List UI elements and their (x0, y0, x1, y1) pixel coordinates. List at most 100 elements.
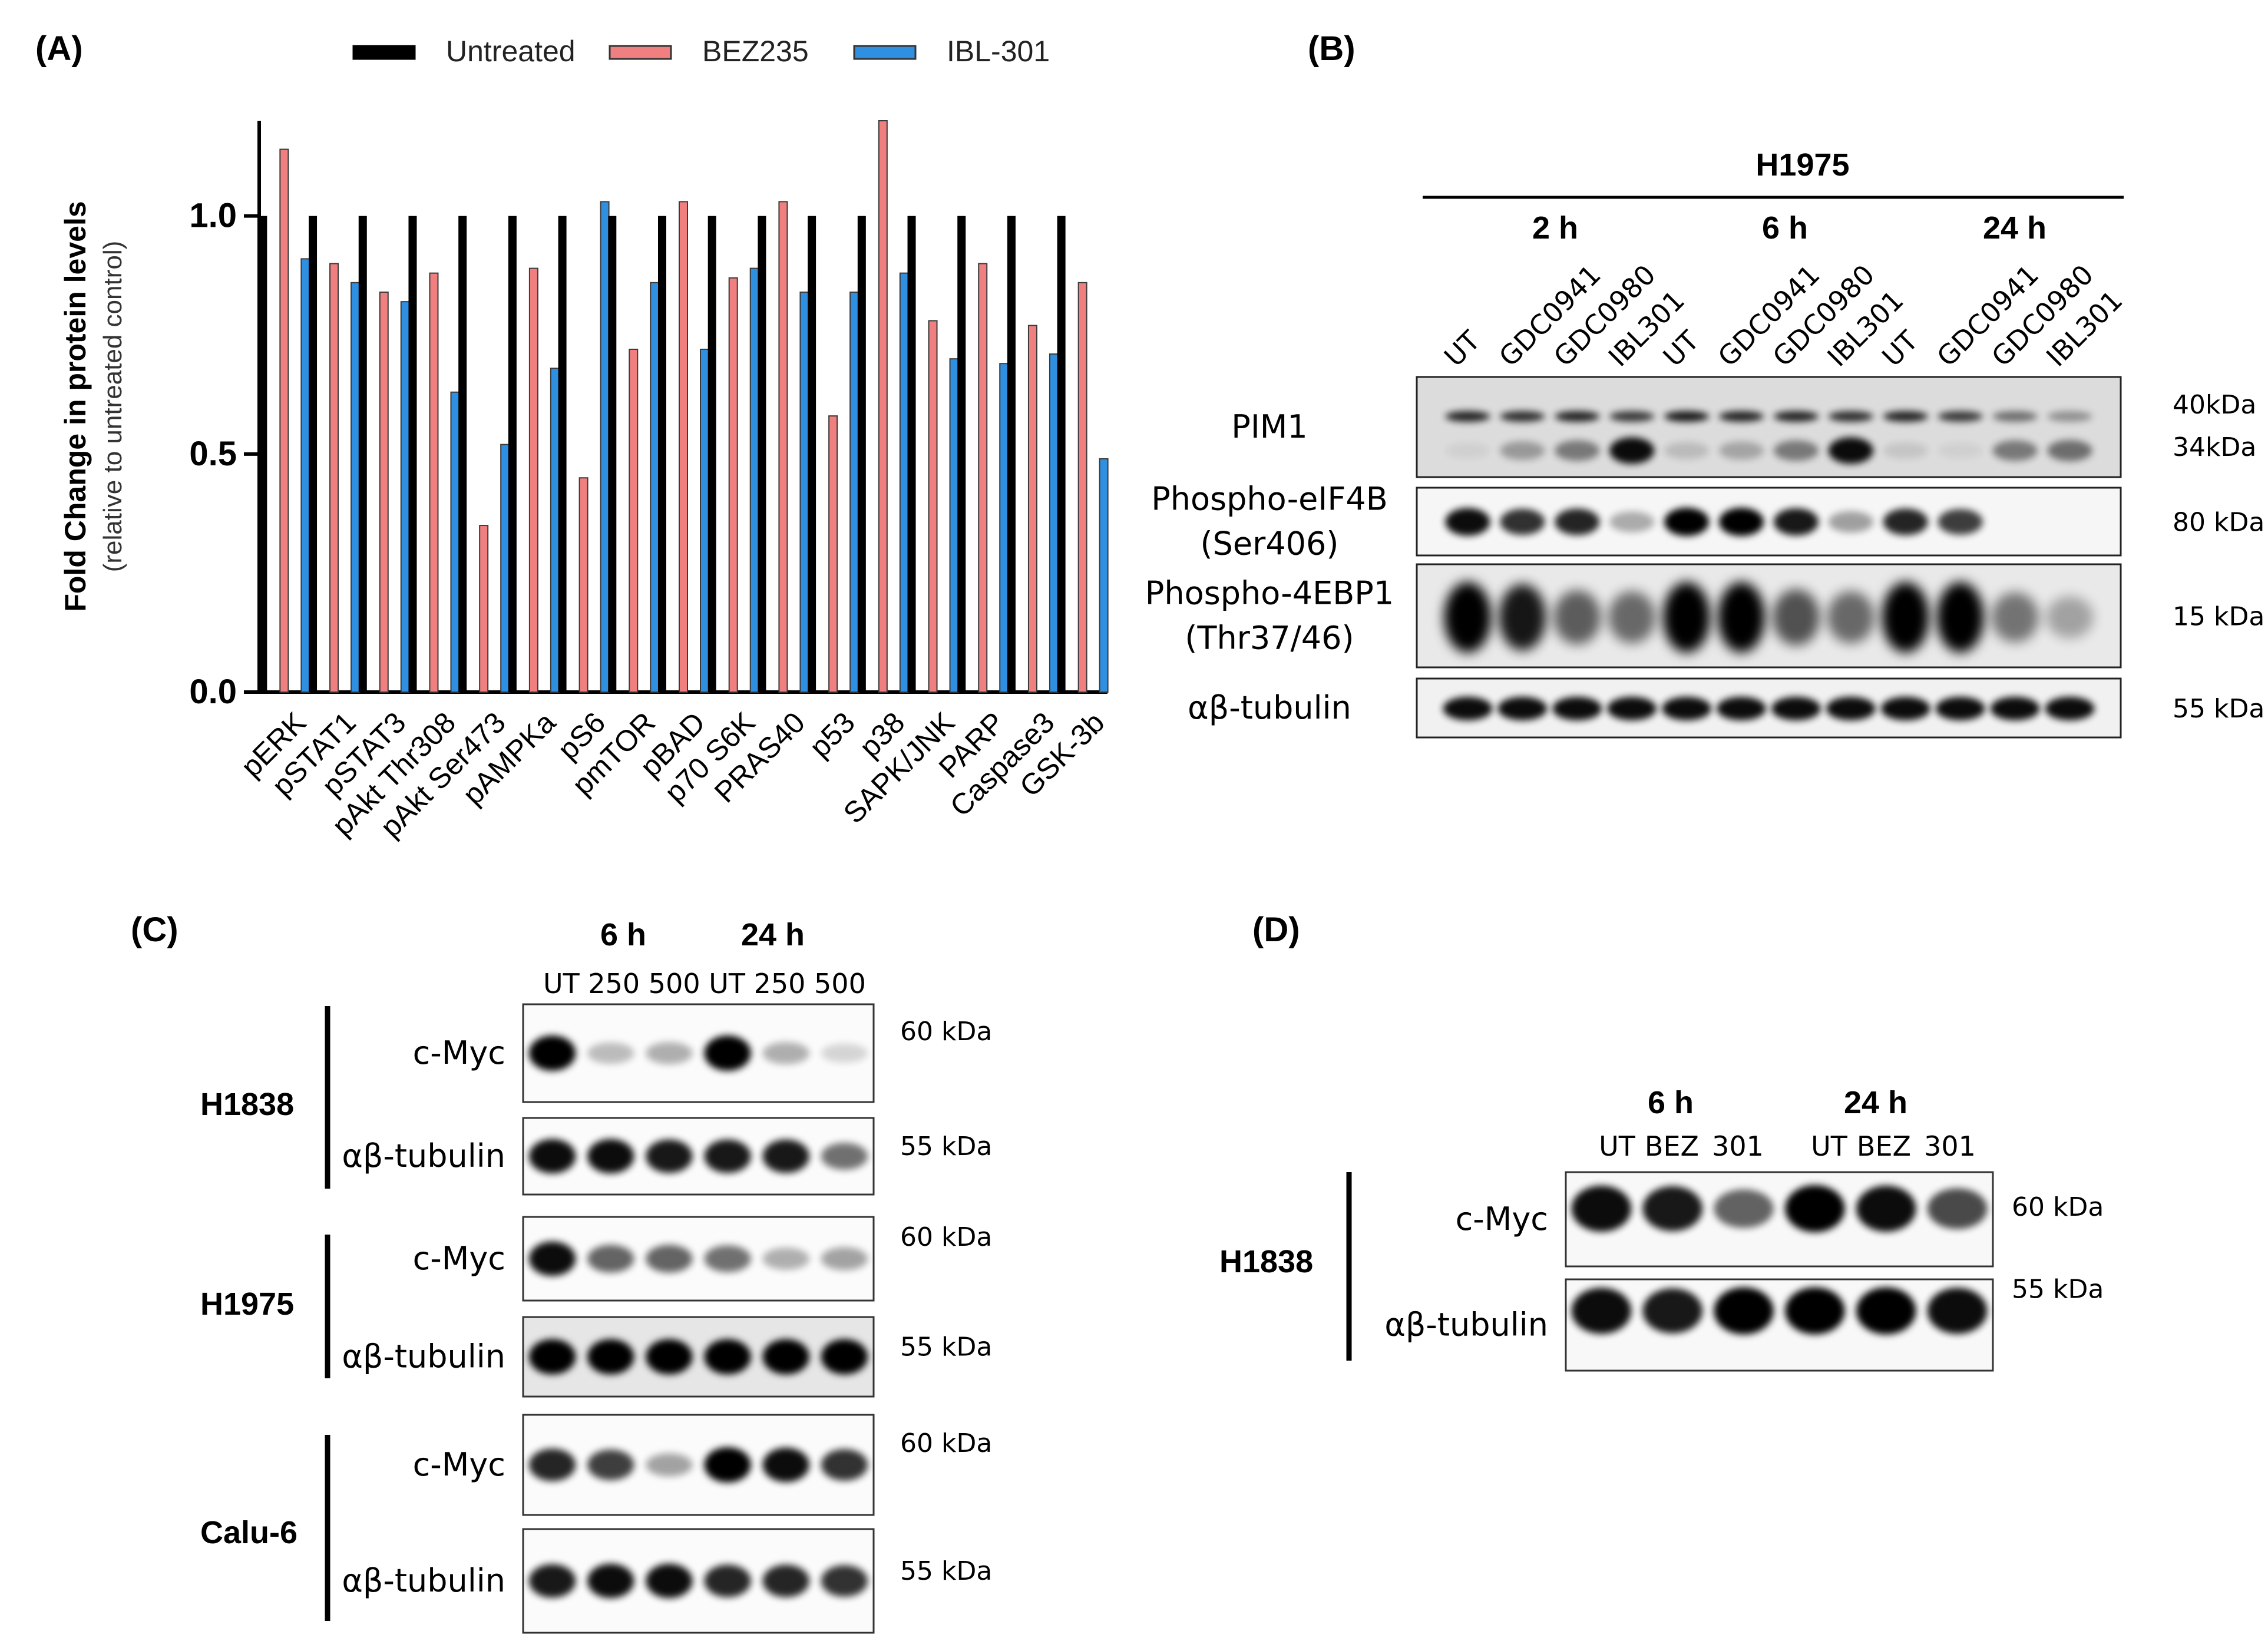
blot-size: 40kDa (2173, 390, 2256, 420)
blot-band (2045, 697, 2095, 720)
blot-band (1499, 584, 1546, 651)
bar-bez235-sapk-jnk (928, 320, 938, 693)
blot-band (1785, 1185, 1845, 1232)
blot-band (587, 1245, 634, 1273)
panel-b-timepoints: 2 h 6 h 24 h (1532, 210, 2047, 246)
blot-band (1444, 582, 1492, 653)
bar-bez235-pmtor (629, 349, 639, 693)
panel-b-blots: PIM1 40kDa 34kDa Phospho-eIF4B (Ser406) 80 kD… (1145, 376, 2264, 739)
bar-ibl-301-parp (999, 363, 1009, 693)
blot-band (646, 1453, 693, 1477)
blot-band (1664, 442, 1710, 459)
bar-bez235-ps6 (578, 477, 589, 693)
bar-untreated-pstat1 (309, 216, 318, 693)
blot-band (821, 1143, 868, 1170)
bar-ibl-301-pstat1 (351, 282, 361, 693)
blot-band (1785, 1287, 1845, 1335)
blot-band (587, 1339, 634, 1375)
blot-band (2046, 596, 2094, 638)
blot-size: 60 kDa (900, 1017, 992, 1047)
blot-band (762, 1139, 809, 1173)
blot-band (1663, 582, 1711, 653)
y-axis-sublabel: (relative to untreated control) (98, 241, 127, 573)
blot-band (587, 1043, 634, 1064)
blot-band (528, 1241, 576, 1276)
blot-band (762, 1564, 809, 1597)
blot-band (1717, 697, 1766, 720)
panel-a: (A) Untreated BEZ235 IBL-301 0.0 0.5 1.0 Fold… (35, 29, 1110, 843)
bar-ibl-301-sapk-jnk (949, 358, 959, 693)
bar-bez235-p70-s6k (728, 277, 738, 693)
bar-ibl-301-p53 (849, 292, 859, 693)
bar-bez235-pakt-thr308 (429, 272, 439, 693)
blot-band (762, 1339, 809, 1375)
blot-band (587, 1450, 634, 1480)
blot-size: 60 kDa (900, 1222, 992, 1252)
bar-ibl-301-pakt-ser473 (500, 444, 510, 693)
bar-bez235-pstat3 (379, 292, 389, 693)
blot-band (821, 1449, 868, 1481)
blot-band (704, 1339, 751, 1375)
y-tick-label: 0.5 (189, 435, 237, 473)
bar-bez235-pbad (679, 201, 688, 693)
blot-band (1882, 582, 1929, 653)
legend-label-untreated: Untreated (446, 35, 576, 68)
blot-band (762, 1042, 809, 1064)
blot-band (704, 1245, 751, 1272)
cell-line-label: H1838 (200, 1087, 294, 1122)
bar-untreated-p70-s6k (707, 216, 716, 693)
blot-label: c-Myc (413, 1240, 505, 1277)
blot-band (1571, 1288, 1632, 1334)
bar-bez235-pakt-ser473 (479, 525, 489, 693)
y-tick-label: 0.0 (189, 673, 237, 711)
blot-band (1714, 1287, 1774, 1335)
blot-band (528, 1035, 576, 1071)
panel-b-timepoint: 24 h (1983, 210, 2047, 246)
blot-band (1883, 411, 1928, 422)
panel-d-timepoint: 6 h (1648, 1085, 1694, 1120)
bar-chart: 0.0 0.5 1.0 Fold Change in protein levels (r… (59, 120, 1110, 843)
blot-band (1990, 697, 2040, 720)
blot-band (1497, 697, 1548, 720)
blot-band (1827, 591, 1874, 644)
blot-label: αβ-tubulin (342, 1338, 505, 1375)
bar-ibl-301-p70-s6k (749, 267, 759, 693)
panel-d-blots: c-Myc 60 kDa αβ-tubulin 55 kDa (1384, 1171, 2104, 1372)
blot-band (1828, 411, 1873, 422)
panel-c-cell-lines: H1838 c-Myc 60 kDa αβ-tubulin 55 kDa H1975 c-M… (200, 1003, 992, 1634)
panel-d-label: (D) (1252, 911, 1300, 949)
blot-band (1772, 589, 1820, 646)
bar-untreated-caspase3 (1007, 216, 1016, 693)
blot-label: αβ-tubulin (1384, 1306, 1548, 1344)
bar-untreated-p38 (857, 216, 866, 693)
panel-b-lane-label: UT (1438, 324, 1486, 372)
blot-band (1856, 1185, 1916, 1232)
blot-size: 60 kDa (900, 1428, 992, 1458)
blot-band (1935, 697, 1985, 720)
blot-band (1552, 697, 1602, 720)
blot-band (1773, 508, 1819, 536)
panel-d-lane-label: BEZ (1645, 1130, 1699, 1162)
blot-frame-tubulin (522, 1528, 875, 1634)
x-tick-label: p53 (803, 706, 861, 764)
blot-label: Phospho-4EBP1 (1145, 575, 1394, 612)
legend-swatch-ibl-301 (853, 45, 917, 60)
blot-band (1718, 508, 1764, 536)
bar-ibl-301-pakt-thr308 (450, 391, 460, 693)
blot-band (1826, 697, 1876, 720)
bar-bez235-parp (978, 263, 988, 693)
blot-band (1883, 508, 1928, 535)
panel-d-lane-label: UT (1599, 1130, 1636, 1162)
blot-band (704, 1564, 751, 1597)
blot-band (1938, 442, 1983, 459)
blot-band (1714, 1189, 1774, 1228)
bar-ibl-301-pmtor (650, 282, 660, 693)
blot-band (1555, 508, 1600, 535)
bar-untreated-pras40 (758, 216, 766, 693)
blot-band (1445, 508, 1490, 536)
bar-bez235-pstat1 (329, 263, 339, 693)
panel-c-label: (C) (131, 911, 178, 949)
blot-band (1927, 1288, 1988, 1334)
blot-band (1992, 411, 2038, 422)
